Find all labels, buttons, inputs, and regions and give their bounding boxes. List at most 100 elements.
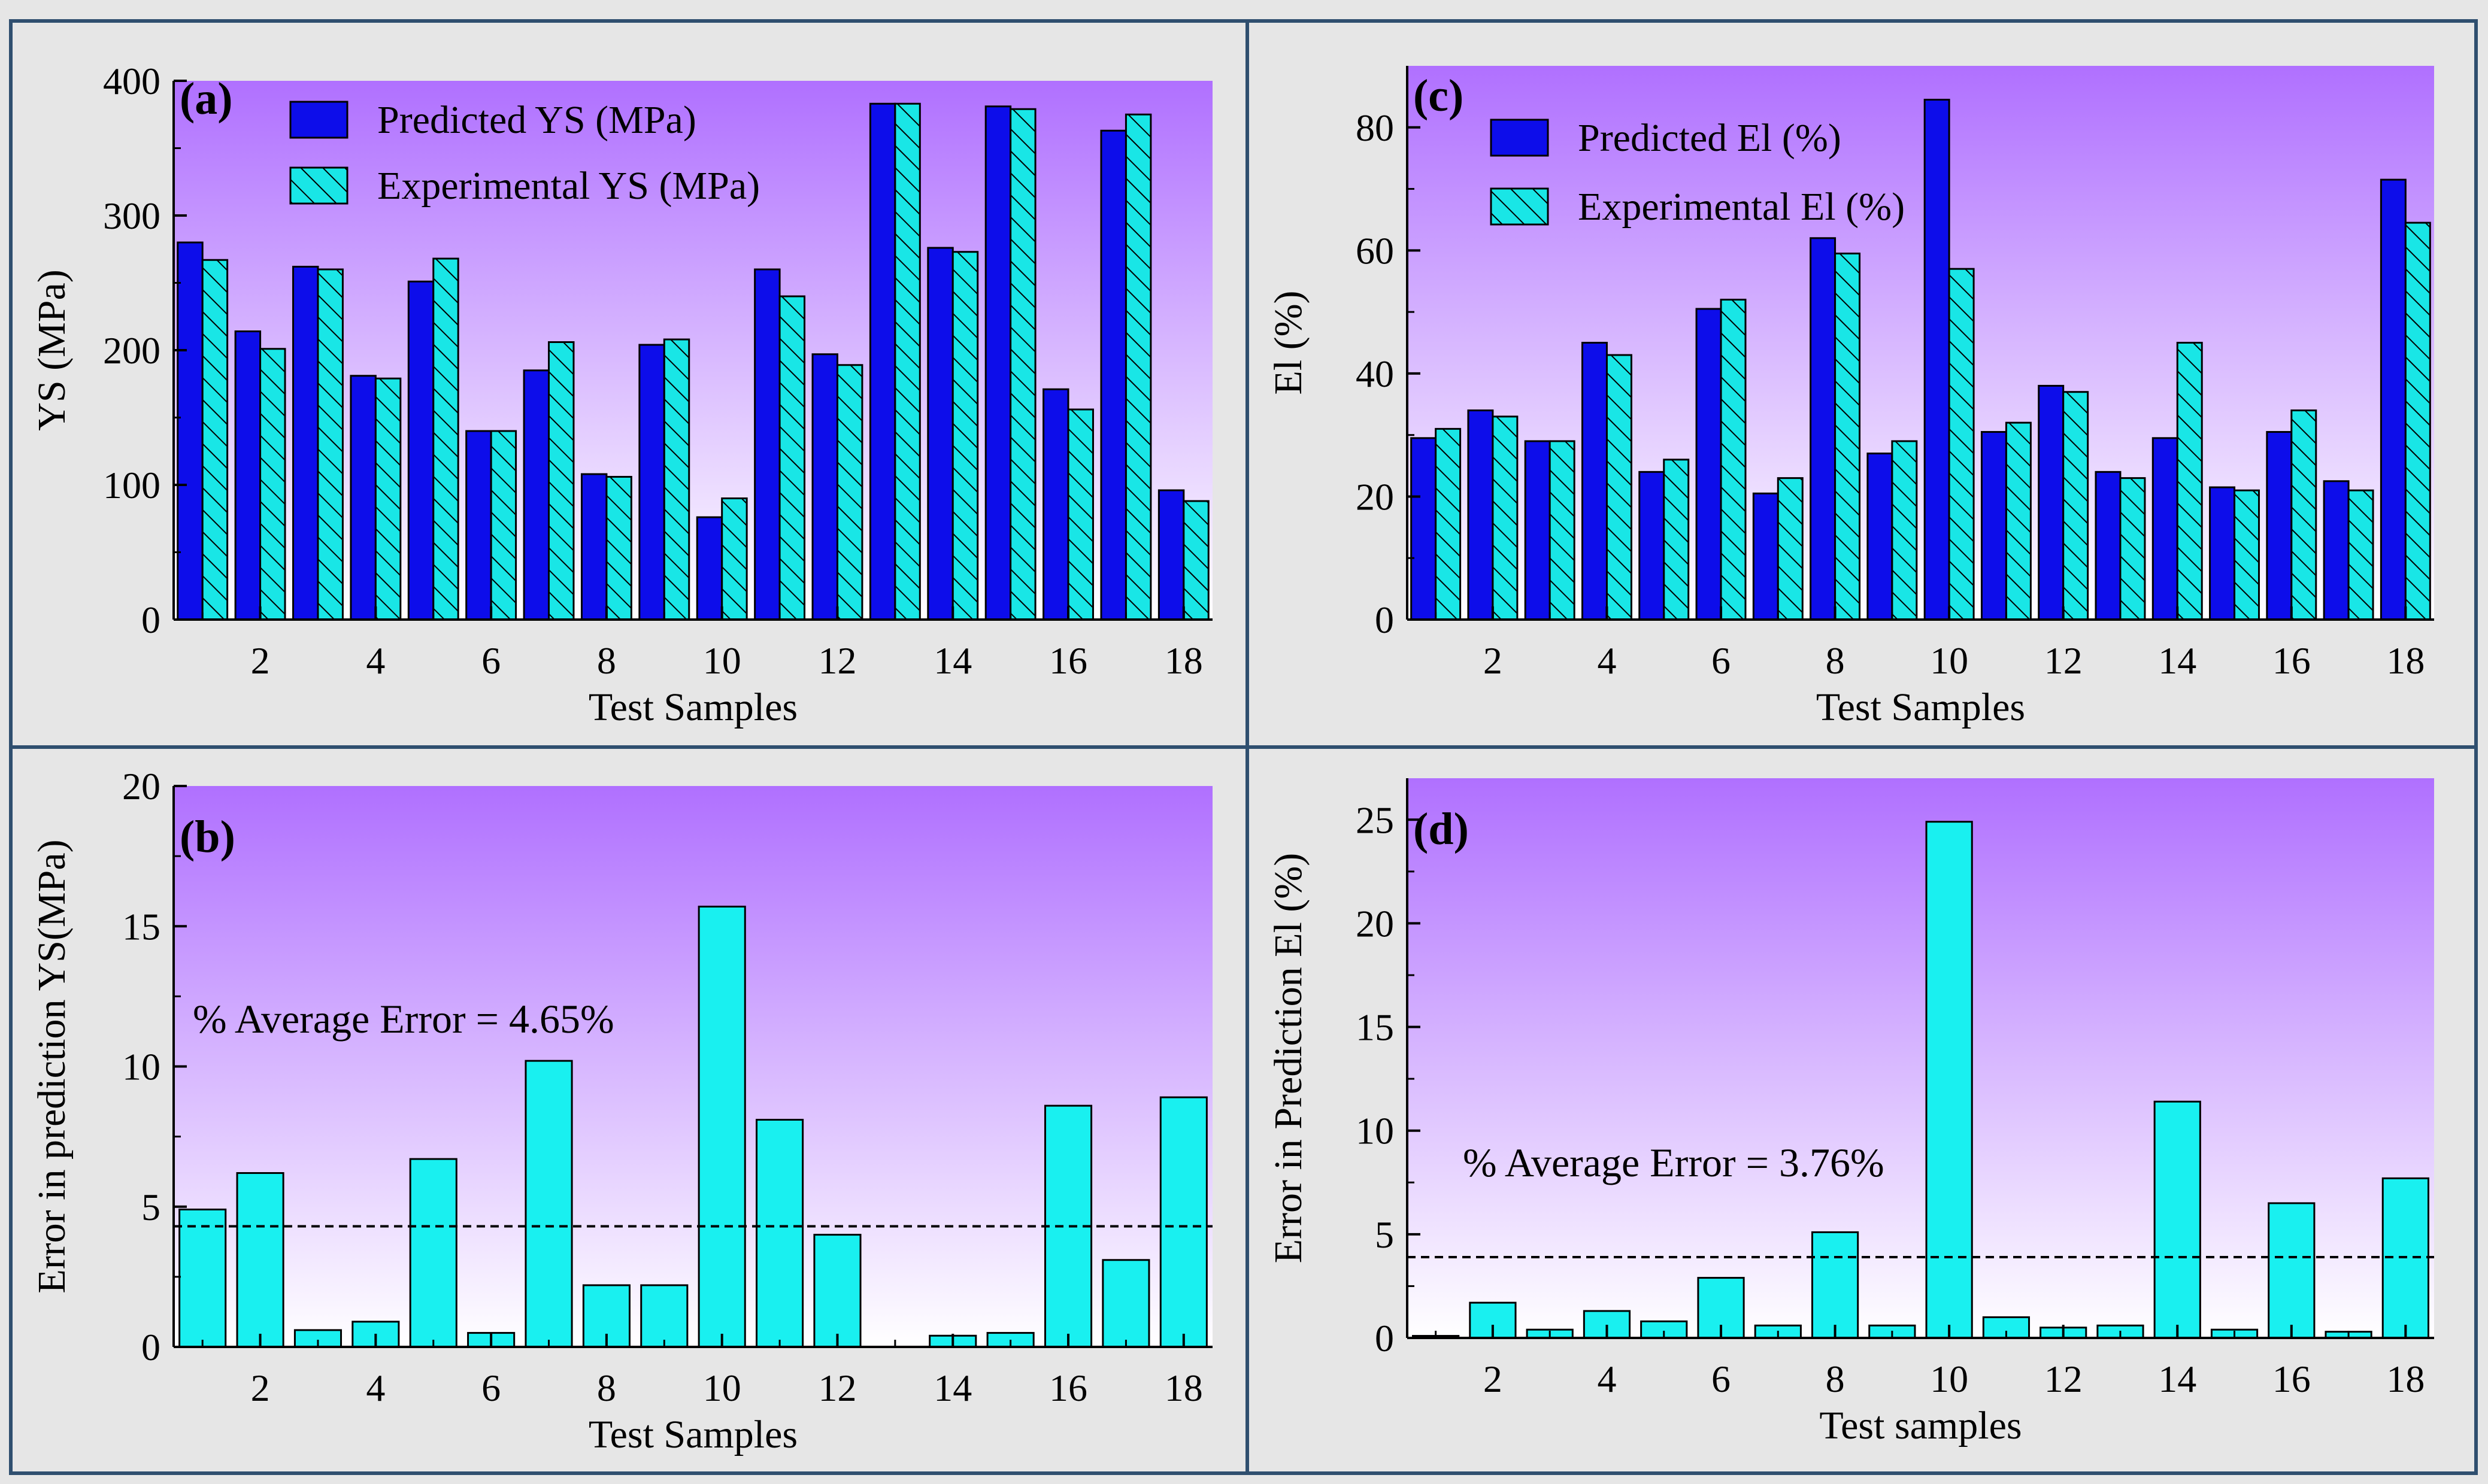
experimental-bar-4 (1605, 354, 1632, 621)
experimental-bar-11 (2005, 421, 2032, 621)
experimental-bar-16 (1067, 408, 1094, 621)
experimental-bar-13 (2119, 477, 2146, 621)
predicted-bar-10 (696, 516, 723, 621)
panel-label: (d) (1413, 804, 1469, 854)
experimental-bar-3 (317, 268, 344, 621)
experimental-bar-13 (894, 102, 921, 621)
x-tick-label: 4 (1597, 639, 1616, 682)
predicted-bar-10 (1923, 99, 1950, 621)
predicted-bar-15 (984, 105, 1012, 621)
legend: Predicted YS (MPa) Experimental YS (MPa) (289, 98, 760, 208)
x-tick-label: 8 (1826, 639, 1845, 682)
x-tick-label: 6 (1711, 1358, 1731, 1400)
error-bar-18 (1159, 1096, 1208, 1348)
x-tick-label: 4 (1597, 1358, 1616, 1400)
predicted-bar-7 (1752, 492, 1779, 621)
y-tick-label: 15 (1356, 1006, 1394, 1049)
predicted-bar-3 (292, 266, 319, 621)
experimental-bar-7 (548, 341, 575, 621)
y-tick-label: 80 (1356, 107, 1394, 149)
predicted-bar-7 (523, 369, 550, 621)
error-bar-11 (756, 1119, 804, 1348)
error-bar-10 (698, 905, 746, 1348)
predicted-bar-14 (927, 247, 954, 621)
experimental-bar-8 (1834, 252, 1861, 621)
x-axis-label: Test samples (1819, 1404, 2022, 1447)
legend-label: Experimental YS (MPa) (377, 164, 760, 208)
x-tick-label: 10 (1930, 1358, 1968, 1400)
plot-background (174, 786, 1213, 1347)
legend-label: Experimental El (%) (1578, 185, 1905, 229)
predicted-bar-16 (1043, 388, 1069, 621)
experimental-bar-16 (2290, 409, 2317, 621)
experimental-legend-swatch (289, 166, 348, 205)
x-tick-label: 16 (1049, 1367, 1087, 1409)
y-tick-label: 15 (122, 905, 160, 948)
plot-area: 0 20 40 60 80 2 4 6 8 10 12 14 16 18 (1356, 66, 2434, 682)
predicted-bar-14 (2151, 437, 2178, 621)
plot-area: 0 5 10 15 20 2 4 6 8 10 12 14 16 18 (122, 765, 1213, 1409)
predicted-bar-4 (1581, 342, 1608, 621)
plot-area: 0 5 10 15 20 25 2 4 6 8 10 12 14 16 18 (1356, 778, 2434, 1400)
y-tick-label: 5 (1375, 1213, 1394, 1256)
error-bar-5 (409, 1158, 457, 1348)
average-error-annotation: % Average Error = 3.76% (1463, 1140, 1884, 1185)
x-tick-label: 14 (934, 1367, 972, 1409)
panel-c: 0 20 40 60 80 2 4 6 8 10 12 14 16 18 Test Samples El (%… (1245, 19, 2478, 749)
experimental-bar-6 (490, 430, 517, 621)
y-axis-label: YS (MPa) (30, 269, 74, 431)
panel-a: 0 100 200 300 400 2 4 6 8 10 12 14 16 18 Test Samples Y… (9, 19, 1249, 749)
experimental-bar-18 (2404, 221, 2431, 621)
experimental-bar-14 (951, 251, 979, 621)
predicted-legend-swatch (289, 101, 348, 139)
predicted-legend-swatch (1490, 119, 1549, 157)
legend: Predicted El (%) Experimental El (%) (1490, 116, 1905, 229)
x-tick-label: 2 (251, 1367, 270, 1409)
experimental-bar-15 (1010, 108, 1037, 621)
x-axis-label: Test Samples (589, 685, 798, 729)
legend-label: Predicted YS (MPa) (377, 98, 696, 142)
error-bar-2 (236, 1172, 284, 1348)
y-axis-label: El (%) (1266, 290, 1310, 394)
experimental-bar-11 (778, 295, 806, 621)
x-tick-label: 10 (1930, 639, 1968, 682)
experimental-bar-8 (605, 476, 632, 621)
x-tick-label: 14 (2158, 1358, 2196, 1400)
predicted-bar-5 (407, 280, 435, 621)
bars (178, 905, 1208, 1348)
error-bar-9 (640, 1284, 689, 1348)
error-bar-7 (525, 1060, 573, 1348)
x-tick-label: 12 (818, 639, 856, 682)
y-tick-label: 100 (103, 464, 160, 506)
y-tick-label: 40 (1356, 353, 1394, 395)
predicted-bar-17 (1100, 129, 1127, 621)
predicted-bar-11 (1980, 431, 2007, 621)
predicted-bar-15 (2209, 486, 2236, 621)
predicted-bar-8 (1810, 237, 1837, 621)
panel-label: (b) (180, 812, 235, 862)
predicted-bar-2 (234, 330, 262, 621)
x-axis-label: Test Samples (1816, 685, 2025, 729)
predicted-bar-13 (869, 102, 896, 621)
experimental-bar-12 (2062, 391, 2089, 621)
x-tick-label: 6 (481, 1367, 501, 1409)
x-tick-label: 12 (2044, 639, 2083, 682)
predicted-bar-16 (2266, 431, 2293, 621)
plot-area: 0 100 200 300 400 2 4 6 8 10 12 14 16 18 (103, 60, 1213, 682)
x-tick-label: 18 (1165, 1367, 1203, 1409)
experimental-bar-10 (721, 497, 748, 621)
y-tick-label: 400 (103, 60, 160, 102)
experimental-legend-swatch (1490, 187, 1549, 226)
x-tick-label: 18 (1165, 639, 1203, 682)
y-axis-label: Error in Prediction El (%) (1266, 853, 1310, 1263)
experimental-bar-9 (1891, 440, 1918, 621)
average-error-annotation: % Average Error = 4.65% (193, 996, 614, 1042)
x-tick-label: 2 (251, 639, 270, 682)
predicted-bar-6 (1695, 308, 1722, 621)
experimental-bar-17 (2347, 489, 2374, 621)
experimental-bar-10 (1948, 268, 1975, 621)
panel-label: (c) (1413, 71, 1463, 121)
error-bar-16 (2268, 1202, 2316, 1339)
x-tick-label: 6 (1711, 639, 1731, 682)
